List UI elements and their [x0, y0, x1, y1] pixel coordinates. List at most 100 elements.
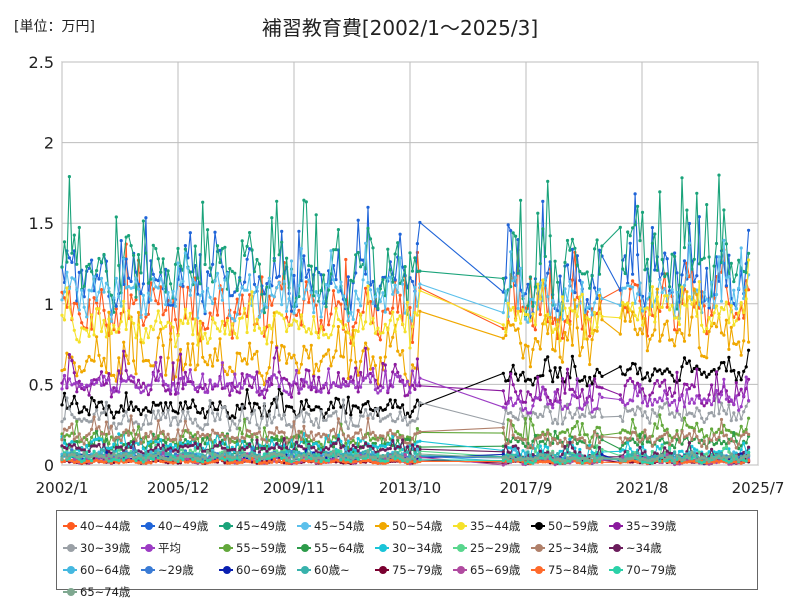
data-point — [105, 401, 108, 404]
data-point — [352, 444, 355, 447]
data-point — [120, 320, 123, 323]
data-point — [70, 440, 73, 443]
data-point — [63, 392, 66, 395]
data-point — [737, 442, 740, 445]
data-point — [137, 253, 140, 256]
data-point — [661, 372, 664, 375]
data-point — [184, 371, 187, 374]
data-point — [102, 319, 105, 322]
data-point — [554, 366, 557, 369]
data-point — [216, 314, 219, 317]
data-point — [320, 325, 323, 328]
data-point — [588, 447, 591, 450]
data-point — [206, 363, 209, 366]
data-point — [162, 412, 165, 415]
data-point — [643, 397, 646, 400]
data-point — [519, 342, 522, 345]
data-point — [184, 244, 187, 247]
data-point — [206, 228, 209, 231]
data-point — [693, 280, 696, 283]
data-point — [636, 253, 639, 256]
data-point — [517, 327, 520, 330]
data-point — [186, 410, 189, 413]
data-point — [248, 402, 251, 405]
data-point — [315, 387, 318, 390]
data-point — [638, 383, 641, 386]
data-point — [199, 282, 202, 285]
data-point — [735, 273, 738, 276]
data-point — [705, 376, 708, 379]
data-point — [300, 247, 303, 250]
data-point — [68, 434, 71, 437]
data-point — [593, 286, 596, 289]
data-point — [134, 449, 137, 452]
data-point — [683, 417, 686, 420]
data-point — [159, 356, 162, 359]
data-point — [600, 297, 603, 300]
data-point — [581, 379, 584, 382]
data-point — [598, 426, 601, 429]
data-point — [196, 390, 199, 393]
data-point — [290, 396, 293, 399]
data-point — [80, 410, 83, 413]
data-point — [673, 255, 676, 258]
data-point — [344, 305, 347, 308]
data-point — [634, 314, 637, 317]
data-point — [742, 394, 745, 397]
data-point — [320, 410, 323, 413]
data-point — [401, 381, 404, 384]
data-point — [394, 373, 397, 376]
data-point — [629, 309, 632, 312]
data-point — [337, 300, 340, 303]
data-point — [238, 391, 241, 394]
data-point — [401, 419, 404, 422]
data-point — [541, 279, 544, 282]
data-point — [95, 381, 98, 384]
data-point — [149, 384, 152, 387]
data-point — [598, 371, 601, 374]
data-point — [263, 388, 266, 391]
data-point — [248, 273, 251, 276]
data-point — [698, 262, 701, 265]
data-point — [344, 258, 347, 261]
data-point — [312, 315, 315, 318]
data-point — [629, 320, 632, 323]
data-point — [715, 325, 718, 328]
data-point — [95, 406, 98, 409]
data-point — [73, 438, 76, 441]
data-point — [312, 424, 315, 427]
data-point — [581, 422, 584, 425]
data-point — [715, 438, 718, 441]
data-point — [147, 435, 150, 438]
data-point — [502, 389, 505, 392]
data-point — [504, 334, 507, 337]
data-point — [561, 337, 564, 340]
data-point — [685, 434, 688, 437]
data-point — [112, 422, 115, 425]
data-point — [354, 386, 357, 389]
data-point — [401, 323, 404, 326]
data-point — [411, 270, 414, 273]
data-point — [159, 402, 162, 405]
data-point — [204, 263, 207, 266]
data-point — [747, 433, 750, 436]
data-point — [176, 428, 179, 431]
data-point — [288, 297, 291, 300]
data-point — [411, 341, 414, 344]
data-point — [174, 438, 177, 441]
data-point — [688, 402, 691, 405]
data-point — [695, 365, 698, 368]
data-point — [154, 299, 157, 302]
data-point — [566, 338, 569, 341]
data-point — [275, 286, 278, 289]
data-point — [332, 325, 335, 328]
data-point — [157, 419, 160, 422]
data-point — [389, 268, 392, 271]
data-point — [690, 438, 693, 441]
data-point — [539, 297, 542, 300]
data-point — [157, 309, 160, 312]
data-point — [737, 340, 740, 343]
data-point — [88, 394, 91, 397]
data-point — [327, 336, 330, 339]
data-point — [213, 347, 216, 350]
